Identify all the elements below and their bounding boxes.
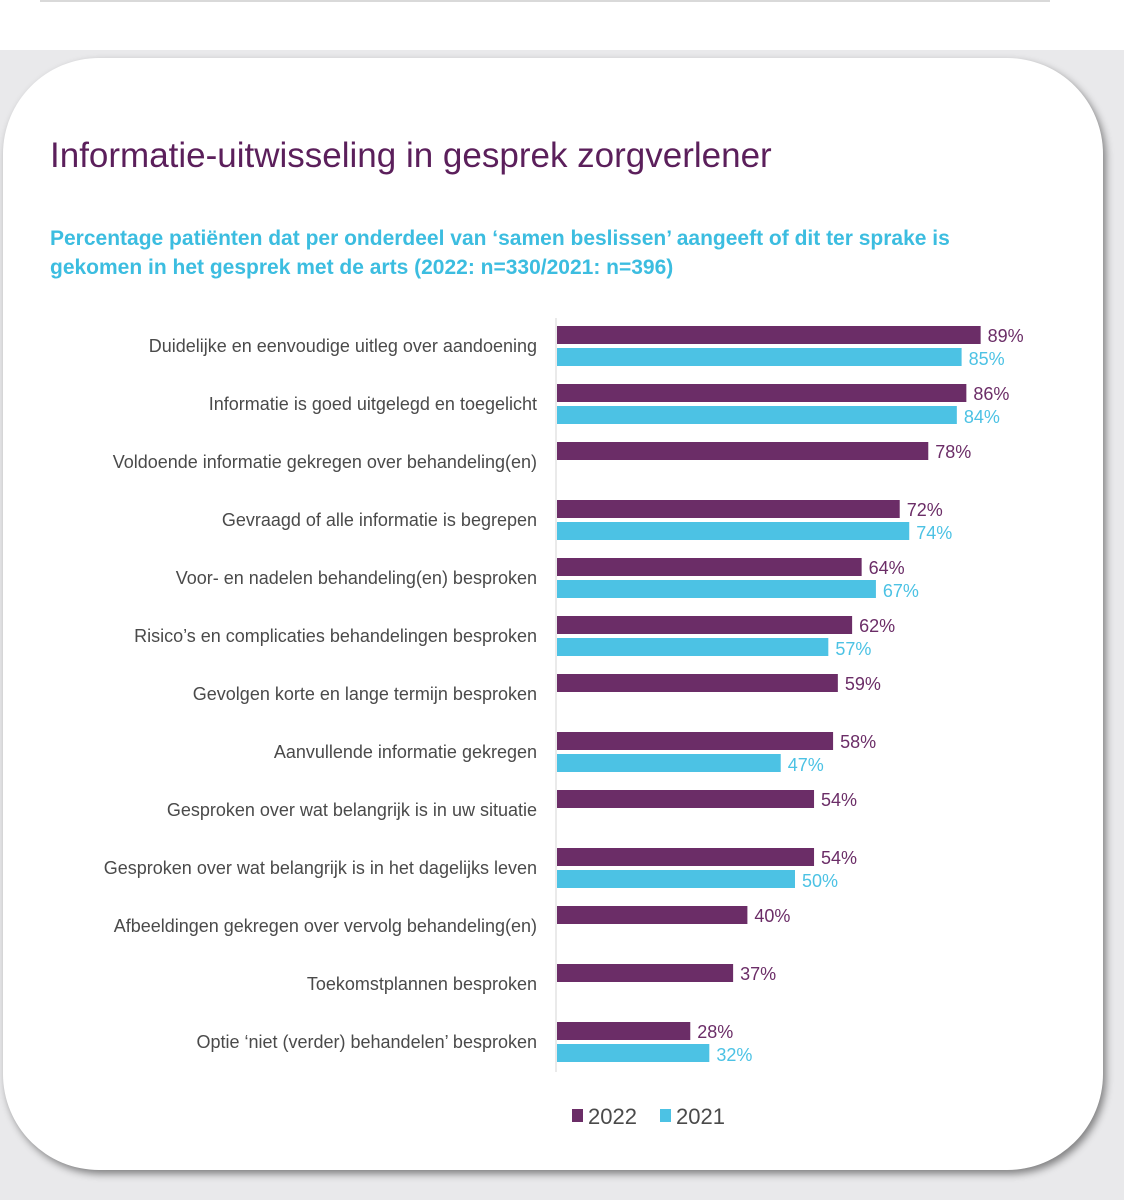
chart-title: Informatie-uitwisseling in gesprek zorgv… <box>50 136 772 175</box>
value-label-2021: 74% <box>916 523 952 543</box>
value-label-2021: 85% <box>969 349 1005 369</box>
category-label: Gesproken over wat belangrijk is in uw s… <box>167 800 537 820</box>
value-label-2021: 84% <box>964 407 1000 427</box>
category-label: Toekomstplannen besproken <box>307 974 537 994</box>
category-label: Afbeeldingen gekregen over vervolg behan… <box>114 916 537 936</box>
legend-label-2021: 2021 <box>676 1104 725 1129</box>
value-label-2022: 54% <box>821 848 857 868</box>
value-label-2022: 40% <box>754 906 790 926</box>
bar-2021 <box>557 1044 710 1062</box>
category-label: Voor- en nadelen behandeling(en) besprok… <box>176 568 537 588</box>
bar-2021 <box>557 522 910 540</box>
legend-label-2022: 2022 <box>588 1104 637 1129</box>
value-label-2022: 78% <box>935 442 971 462</box>
bar-2022 <box>557 674 838 692</box>
category-label: Gevraagd of alle informatie is begrepen <box>222 510 537 530</box>
bar-2022 <box>557 500 900 518</box>
category-label: Risico’s en complicaties behandelingen b… <box>134 626 537 646</box>
bar-2022 <box>557 616 853 634</box>
bar-2022 <box>557 964 734 982</box>
bar-2021 <box>557 406 957 424</box>
bar-2021 <box>557 638 829 656</box>
category-label: Gevolgen korte en lange termijn besproke… <box>193 684 537 704</box>
value-label-2022: 28% <box>697 1022 733 1042</box>
value-label-2021: 57% <box>835 639 871 659</box>
bar-2021 <box>557 754 781 772</box>
value-label-2022: 59% <box>845 674 881 694</box>
value-label-2022: 54% <box>821 790 857 810</box>
value-label-2021: 67% <box>883 581 919 601</box>
bar-2021 <box>557 580 876 598</box>
chart-card <box>3 58 1103 1170</box>
chart-subtitle: Percentage patiënten dat per onderdeel v… <box>50 227 950 279</box>
value-label-2022: 89% <box>988 326 1024 346</box>
bar-2022 <box>557 790 815 808</box>
bar-2021 <box>557 348 962 366</box>
value-label-2022: 86% <box>973 384 1009 404</box>
category-label: Optie ‘niet (verder) behandelen’ besprok… <box>196 1032 537 1052</box>
value-label-2021: 32% <box>716 1045 752 1065</box>
bar-2022 <box>557 384 967 402</box>
category-label: Informatie is goed uitgelegd en toegelic… <box>209 394 537 414</box>
value-label-2022: 58% <box>840 732 876 752</box>
bar-2022 <box>557 906 748 924</box>
category-label: Aanvullende informatie gekregen <box>274 742 537 762</box>
bar-2022 <box>557 732 834 750</box>
value-label-2021: 47% <box>788 755 824 775</box>
category-label: Gesproken over wat belangrijk is in het … <box>104 858 537 878</box>
category-label: Voldoende informatie gekregen over behan… <box>113 452 537 472</box>
value-label-2021: 50% <box>802 871 838 891</box>
bar-2022 <box>557 326 981 344</box>
bar-2022 <box>557 1022 691 1040</box>
legend-swatch-2022 <box>572 1109 583 1122</box>
top-divider <box>40 0 1050 2</box>
value-label-2022: 64% <box>869 558 905 578</box>
value-label-2022: 72% <box>907 500 943 520</box>
bar-2021 <box>557 870 795 888</box>
legend-swatch-2021 <box>660 1109 671 1122</box>
bar-2022 <box>557 558 862 576</box>
top-background <box>0 0 1124 50</box>
bar-2022 <box>557 442 929 460</box>
category-label: Duidelijke en eenvoudige uitleg over aan… <box>149 336 537 356</box>
value-label-2022: 62% <box>859 616 895 636</box>
value-label-2022: 37% <box>740 964 776 984</box>
bar-2022 <box>557 848 815 866</box>
